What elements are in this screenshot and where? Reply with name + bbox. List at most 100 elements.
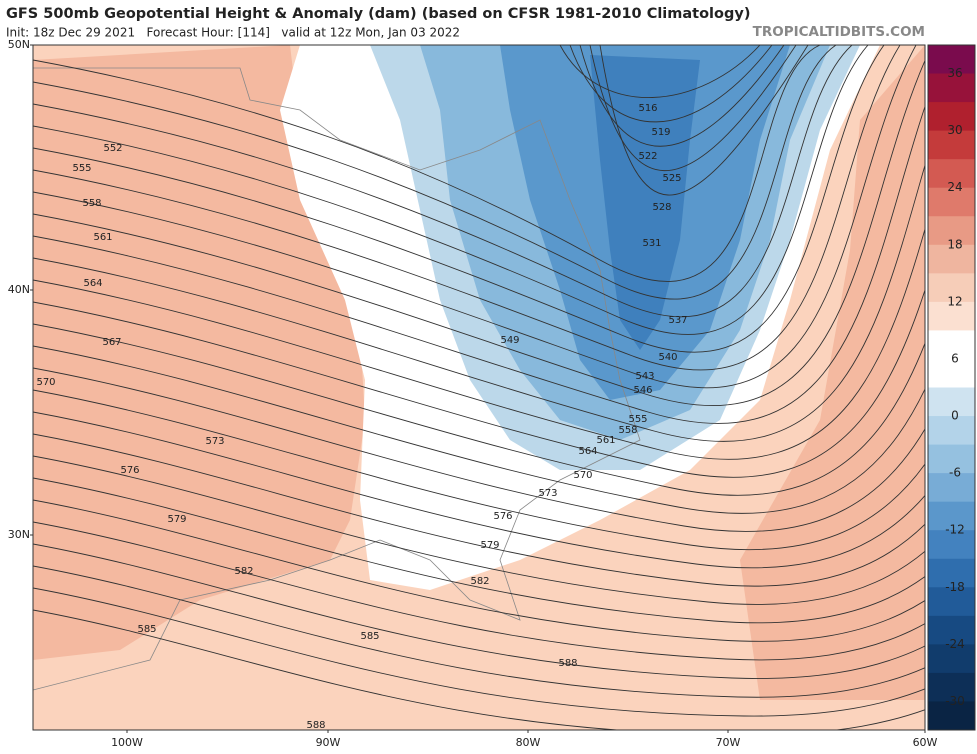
longitude-label: 70W [716,736,741,749]
colorbar-segment [928,558,975,588]
longitude-label: 90W [316,736,341,749]
subtitle: Init: 18z Dec 29 2021 Forecast Hour: [11… [6,26,460,40]
latitude-label: 30N [8,528,30,541]
contour-label: 549 [500,335,519,346]
contour-line [33,587,925,717]
contour-line [589,45,797,171]
colorbar-segment [928,530,975,560]
contour-line [33,521,925,661]
contour-label: 570 [36,377,55,388]
longitude-label: 60W [913,736,938,749]
contour-label: 561 [93,232,112,243]
colorbar-segment [928,216,975,246]
colorbar-segment [928,244,975,274]
contour-label: 564 [578,446,597,457]
colorbar-segment [928,130,975,160]
colorbar-segment [928,73,975,103]
colorbar-segment [928,273,975,303]
contour-label: 573 [538,488,557,499]
colorbar-segment [928,45,975,75]
contour-line [33,288,925,478]
colorbar-segment [928,416,975,446]
contour-line [33,389,925,551]
site-name: TROPICALTIDBITS.COM [753,24,925,40]
contour-line [33,45,821,282]
colorbar-tick-label: 24 [947,180,962,194]
contour-line [569,45,773,123]
map-frame [32,44,926,731]
colorbar-tick-label: 30 [947,123,962,137]
height-contours: 5525555585615645675705735765795825855855… [33,45,925,731]
contour-label: 576 [120,465,139,476]
contour-line [33,105,925,424]
colorbar-segment [928,473,975,503]
contour-line [33,45,885,353]
colorbar-segment [928,701,975,731]
contour-line [33,45,853,317]
colorbar-segment [928,358,975,388]
contour-line [33,323,925,496]
contour-line [33,367,925,532]
contour-label: 585 [360,631,379,642]
contour-label: 540 [658,352,677,363]
colorbar-segment [928,587,975,617]
contour-line [33,499,925,642]
contour-line [33,227,925,460]
colorbar-tick-label: -6 [949,466,961,480]
colorbar-segment [928,444,975,474]
title: GFS 500mb Geopotential Height & Anomaly … [6,6,750,22]
contour-label: 570 [573,470,592,481]
contour-line [33,433,925,587]
contour-label: 555 [628,414,647,425]
contour-label: 555 [72,163,91,174]
contour-label: 528 [652,202,671,213]
contour-label: 573 [205,436,224,447]
contour-line [33,163,925,442]
contour-line [33,45,917,389]
contour-line [33,345,925,514]
contour-line [599,45,809,196]
contour-label: 588 [306,720,325,731]
contour-label: 558 [618,425,637,436]
colorbar-tick-label: -30 [945,694,965,708]
colorbar-tick-label: -24 [945,637,965,651]
contour-line [33,609,925,730]
colorbar-tick-label: 18 [947,237,962,251]
colorbar-segment [928,615,975,645]
contour-line [33,455,925,605]
colorbar-segment [928,672,975,702]
contour-label: 531 [642,238,661,249]
contour-label: 552 [103,143,122,154]
colorbar-tick-label: 36 [947,66,962,80]
contour-line [33,59,925,407]
contour-line [33,45,901,371]
colorbar-segment [928,301,975,331]
colorbar-segment [928,501,975,531]
contour-label: 576 [493,511,512,522]
colorbar-segment [928,187,975,217]
contour-label: 558 [82,198,101,209]
negative-anomaly [590,55,700,350]
colorbar-tick-label: -18 [945,580,965,594]
contour-label: 564 [83,278,102,289]
latitude-label: 50N [8,38,30,51]
positive-anomaly [33,45,365,660]
colorbar-tick-label: -12 [945,523,965,537]
contour-label: 582 [470,576,489,587]
colorbar-segment [928,387,975,417]
map-area: 5525555585615645675705735765795825855855… [33,45,925,731]
contour-label: 543 [635,371,654,382]
colorbar-segment [928,330,975,360]
contour-label: 567 [102,337,121,348]
contour-label: 579 [480,540,499,551]
contour-label: 561 [596,435,615,446]
longitude-label: 80W [516,736,541,749]
colorbar-segment [928,159,975,189]
contour-label: 585 [137,624,156,635]
colorbar-frame [927,44,976,731]
contour-line [33,45,837,300]
contour-label: 582 [234,566,253,577]
contour-line [33,543,925,679]
